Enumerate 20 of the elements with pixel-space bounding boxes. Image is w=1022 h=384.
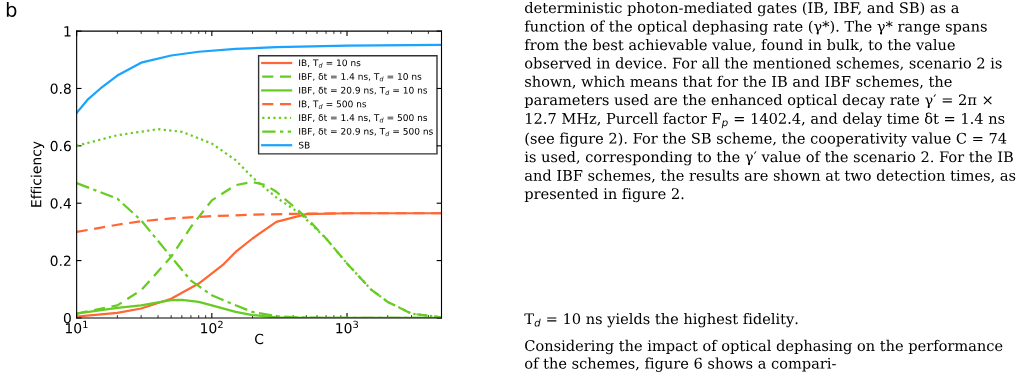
y-tick-label: 0.4 — [50, 198, 72, 209]
text: deterministic photon-mediated gates (IB, IBF, and SB) as a function of the optical dephasing rate (γ*). The γ* range spans from the best achievable value, found in bulk, to the value observed in device. For all the mentioned schemes, scenario 2 is shown, which means that for the IB and IBF schemes, the parameters used are the enhanced optical decay rate γ′ = 2π × 12.7 MHz, Purcell factor F$_{p}$ = 1402.4, and delay time δt = 1.4 ns (see figure 2). For the SB scheme, the cooperativity value C = 74 is used, corresponding to the γ′ value of the scenario 2. For the IB and IBF schemes, the results are shown at two detection times, as presented in figure 2. — [524, 1, 1016, 203]
y-tick-label: 0.8 — [50, 83, 71, 94]
y-tick-label: 0.6 — [50, 140, 71, 152]
legend-label: IB, T$_{d}$ = 500 ns — [299, 100, 367, 109]
y-tick-label: 0.2 — [50, 255, 71, 267]
legend-label: IB, T$_{d}$ = 10 ns — [299, 59, 361, 68]
text: Considering the impact of optical dephasing on the performance of the schemes, figure 6 shows a compari- — [525, 339, 1003, 372]
legend-label: IBF, δt = 20.9 ns, T$_{d}$ = 10 ns — [299, 86, 428, 96]
text: b — [6, 1, 17, 17]
legend-label: IBF, δt = 20.9 ns, T$_{d}$ = 500 ns — [299, 127, 433, 137]
text: T$_{d}$ = 10 ns yields the highest fidelity. — [524, 312, 798, 328]
legend-label: IBF, δt = 1.4 ns, T$_{d}$ = 10 ns — [299, 73, 422, 82]
y-axis-title: Efficiency — [30, 141, 45, 207]
legend-label: IBF, δt = 1.4 ns, T$_{d}$ = 500 ns — [299, 114, 428, 123]
legend-label: SB — [298, 141, 310, 149]
x-axis-title: C — [255, 333, 264, 345]
y-tick-label: 1 — [64, 26, 71, 37]
x-tick-label: 10$^{2}$ — [201, 320, 223, 334]
x-tick-label: 10$^{3}$ — [336, 320, 359, 334]
